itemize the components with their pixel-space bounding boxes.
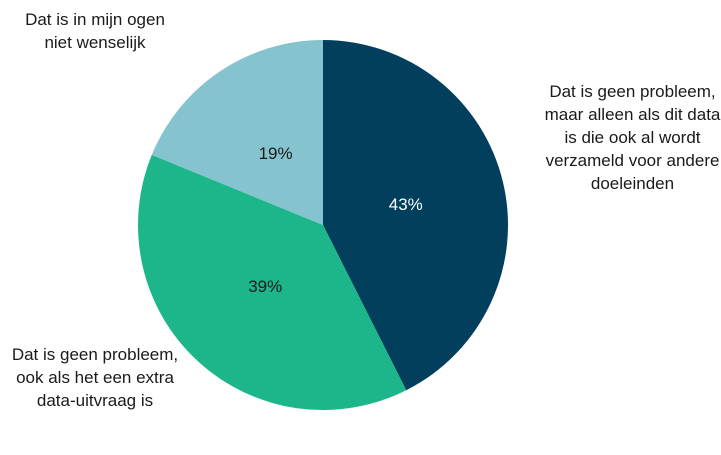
pie-slice	[151, 40, 323, 225]
category-label: Dat is geen probleem, maar alleen als di…	[544, 82, 721, 193]
category-label: Dat is geen probleem, ook als het een ex…	[11, 345, 179, 410]
slice-label: 19%	[259, 144, 293, 163]
category-label: Dat is in mijn ogen niet wenselijk	[25, 10, 165, 52]
pie-slice	[137, 154, 407, 411]
pie-slice	[323, 40, 509, 391]
slice-label: 43%	[389, 195, 423, 214]
slice-label: 39%	[248, 277, 282, 296]
